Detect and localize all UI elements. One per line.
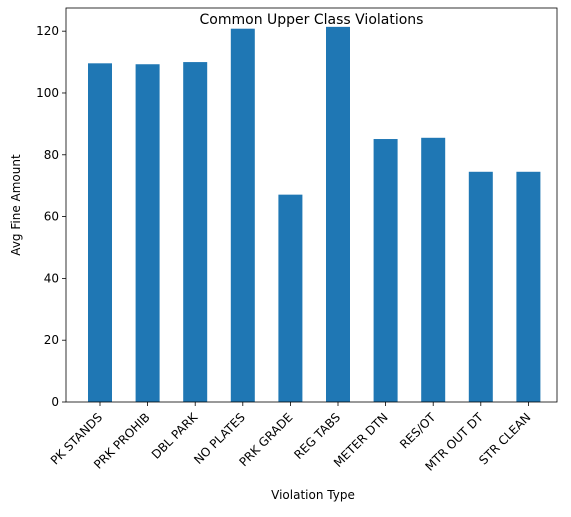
bar (326, 26, 350, 403)
x-axis-label: Violation Type (271, 488, 355, 502)
y-axis-label: Avg Fine Amount (9, 154, 23, 256)
x-tick-label: RES/OT (397, 410, 439, 452)
y-tick-label: 100 (36, 86, 59, 100)
y-tick-label: 80 (44, 148, 59, 162)
bar (183, 62, 208, 402)
bars-group (88, 26, 541, 403)
bar (278, 194, 303, 402)
y-tick-label: 20 (44, 333, 59, 347)
bar (468, 171, 493, 402)
y-axis: 0 20 40 60 80 100 120 (36, 24, 66, 409)
y-tick-label: 0 (51, 395, 59, 409)
bar (516, 171, 541, 402)
plot-frame (65, 7, 558, 403)
bar (135, 64, 160, 402)
y-tick-label: 40 (44, 271, 59, 285)
y-tick-label: 120 (36, 24, 59, 38)
bar (421, 137, 446, 402)
bar (88, 63, 112, 402)
chart-title: Common Upper Class Violations (200, 12, 424, 28)
x-tick-label: STR CLEAN (476, 410, 533, 467)
bar (373, 139, 398, 403)
bar (230, 28, 255, 402)
y-tick-label: 60 (44, 210, 59, 224)
x-tick-label: REG TABS (291, 410, 343, 462)
